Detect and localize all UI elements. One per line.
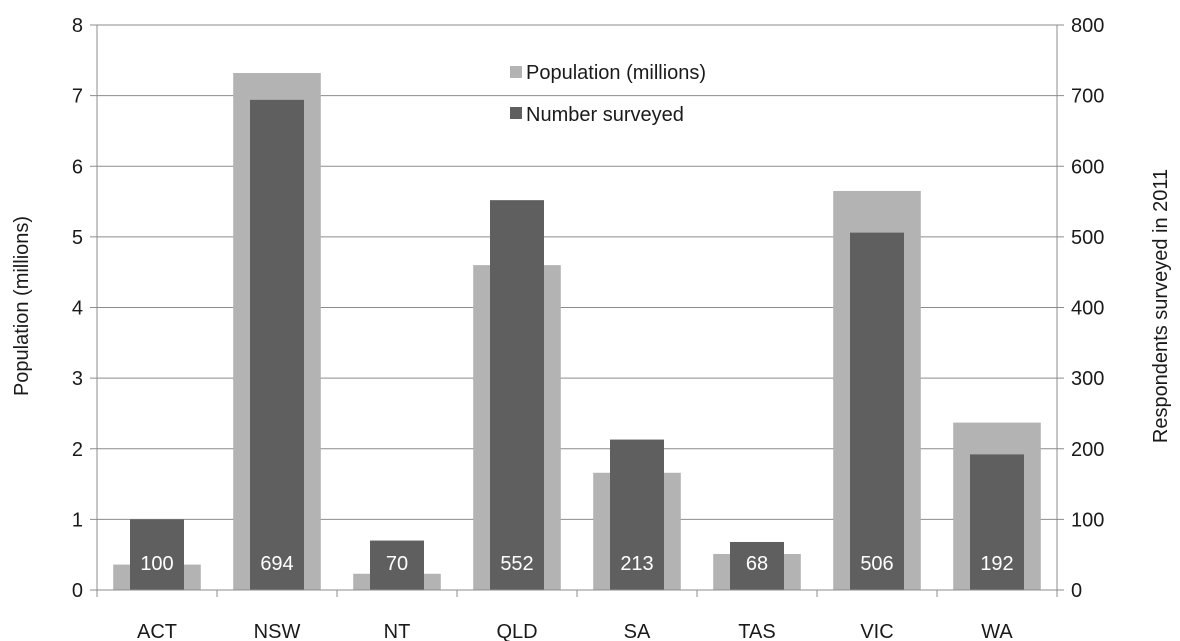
y-axis-left-tick-label: 4 bbox=[72, 298, 83, 320]
y-axis-right-tick-label: 100 bbox=[1071, 509, 1104, 531]
x-axis-category-label: WA bbox=[981, 621, 1013, 641]
y-axis-right-tick-label: 500 bbox=[1071, 227, 1104, 249]
bar-surveyed bbox=[130, 519, 184, 590]
y-axis-right-tick-label: 800 bbox=[1071, 15, 1104, 37]
data-label-surveyed: 506 bbox=[860, 553, 893, 575]
y-axis-left-tick-label: 8 bbox=[72, 15, 83, 37]
data-label-surveyed: 694 bbox=[260, 553, 293, 575]
legend: Population (millions) Number surveyed bbox=[510, 62, 706, 126]
y-axis-left-title: Population (millions) bbox=[11, 216, 33, 396]
y-axis-left-tick-label: 7 bbox=[72, 86, 83, 108]
legend-label-population: Population (millions) bbox=[526, 62, 706, 84]
x-axis-category-label: NT bbox=[384, 621, 411, 641]
x-axis-category-label: QLD bbox=[496, 621, 537, 641]
data-label-surveyed: 192 bbox=[980, 553, 1013, 575]
data-label-surveyed: 213 bbox=[620, 553, 653, 575]
y-axis-left-tick-label: 2 bbox=[72, 439, 83, 461]
data-label-surveyed: 552 bbox=[500, 553, 533, 575]
bar-surveyed bbox=[850, 232, 904, 590]
data-labels: 100 694 70 552 213 68 506 192 bbox=[140, 553, 1013, 575]
y-axis-left-tick-label: 6 bbox=[72, 156, 83, 178]
y-axis-right-tick-label: 0 bbox=[1071, 580, 1082, 602]
y-axis-left-tick-label: 0 bbox=[72, 580, 83, 602]
y-axis-right-tick-label: 600 bbox=[1071, 156, 1104, 178]
bar-surveyed bbox=[370, 540, 424, 590]
legend-swatch-population bbox=[510, 66, 522, 78]
bar-surveyed bbox=[490, 200, 544, 590]
data-label-surveyed: 100 bbox=[140, 553, 173, 575]
bar-surveyed bbox=[730, 541, 784, 590]
y-axis-right-tick-label: 200 bbox=[1071, 439, 1104, 461]
x-axis-category-label: NSW bbox=[254, 621, 301, 641]
y-axis-left-tick-label: 5 bbox=[72, 227, 83, 249]
x-axis-category-label: TAS bbox=[738, 621, 775, 641]
data-label-surveyed: 68 bbox=[746, 553, 768, 575]
y-axis-right-tick-label: 700 bbox=[1071, 86, 1104, 108]
x-axis-category-label: VIC bbox=[860, 621, 893, 641]
x-axis-category-label: SA bbox=[624, 621, 651, 641]
y-axis-right-title: Respondents surveyed in 2011 bbox=[1150, 169, 1172, 443]
bars bbox=[113, 73, 1041, 591]
y-axis-right-tick-label: 300 bbox=[1071, 368, 1104, 390]
legend-label-surveyed: Number surveyed bbox=[526, 104, 684, 126]
axes: 0 0 1 100 2 200 3 300 4 400 5 500 6 600 7 700 8 800 ACT NSW… bbox=[72, 15, 1105, 641]
y-axis-left-tick-label: 1 bbox=[72, 509, 83, 531]
x-axis-category-label: ACT bbox=[137, 621, 177, 641]
y-axis-left-tick-label: 3 bbox=[72, 368, 83, 390]
bar-surveyed bbox=[250, 99, 304, 591]
y-axis-right-tick-label: 400 bbox=[1071, 298, 1104, 320]
data-label-surveyed: 70 bbox=[386, 553, 408, 575]
bar-surveyed bbox=[610, 439, 664, 590]
bar-surveyed bbox=[970, 454, 1024, 590]
legend-swatch-surveyed bbox=[510, 107, 522, 119]
